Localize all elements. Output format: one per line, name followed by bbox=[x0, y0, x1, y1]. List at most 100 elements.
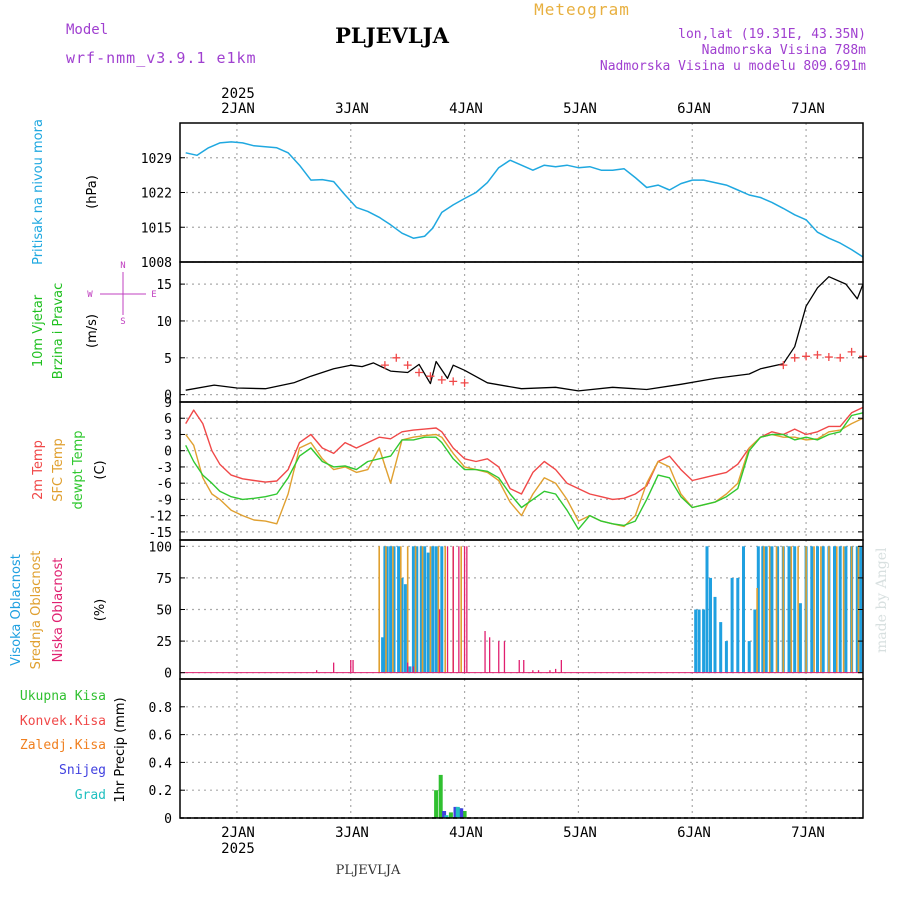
cloud-low-bar bbox=[438, 609, 441, 673]
cloud-unit: (%) bbox=[93, 599, 108, 622]
cloud-mid-bar bbox=[763, 546, 765, 673]
precip-legend-graupel: Grad bbox=[75, 788, 106, 803]
bottom-tick-3jan: 3JAN bbox=[335, 825, 369, 841]
pressure-unit: (hPa) bbox=[85, 175, 100, 209]
panel-frame bbox=[179, 261, 864, 403]
cloud-low-bar bbox=[446, 546, 449, 673]
wind-gust-marker bbox=[824, 353, 833, 362]
y-tick-label: 75 bbox=[156, 572, 172, 587]
precip-unit: 1hr Precip (mm) bbox=[113, 697, 128, 802]
cloud-high-bar bbox=[415, 546, 419, 673]
station-title: PLJEVLJA bbox=[335, 23, 449, 48]
precip-legend-total: Ukupna Kisa bbox=[20, 689, 106, 704]
y-tick-label: 0 bbox=[164, 445, 172, 460]
cloud-high-bar bbox=[713, 596, 717, 673]
bottom-tick-5jan: 5JAN bbox=[563, 825, 597, 841]
cloud-low-bar bbox=[532, 670, 534, 673]
bottom-year-label: 2025 bbox=[221, 841, 255, 857]
cloud-mid-bar bbox=[406, 546, 409, 673]
top-tick-7jan: 7JAN bbox=[791, 101, 825, 117]
y-tick-label: 0.8 bbox=[149, 701, 172, 716]
cloud-mid-bar bbox=[437, 546, 440, 673]
wind-title-line1: 10m Vjetar bbox=[31, 294, 46, 367]
y-tick-label: 0.2 bbox=[149, 784, 172, 799]
precip-total-bar bbox=[438, 774, 443, 818]
compass-south: S bbox=[120, 317, 125, 327]
top-tick-3jan: 3JAN bbox=[335, 101, 369, 117]
cloud-low-bar bbox=[466, 546, 468, 673]
y-tick-label: -6 bbox=[156, 477, 172, 492]
temp-title-dewpt: dewpt Temp bbox=[71, 430, 86, 509]
cloud-mid-bar bbox=[392, 546, 394, 673]
cloud-low-bar bbox=[537, 670, 540, 673]
cloud-high-bar bbox=[709, 577, 712, 673]
cloud-mid-bar bbox=[797, 546, 799, 673]
cloud-low-bar bbox=[498, 641, 500, 673]
temp-dewpt-line bbox=[185, 412, 864, 530]
y-tick-label: 50 bbox=[156, 604, 172, 619]
cloud-low-bar bbox=[458, 546, 460, 673]
cloud-high-bar bbox=[776, 546, 780, 673]
panel-frame bbox=[179, 678, 864, 819]
wind-gust-marker bbox=[426, 372, 435, 381]
cloud-high-bar bbox=[385, 546, 389, 673]
cloud-high-bar bbox=[730, 577, 734, 673]
precip-total-bar bbox=[434, 790, 439, 818]
cloud-high-bar bbox=[426, 552, 430, 673]
cloud-title-mid: Srednja Oblacnost bbox=[29, 551, 44, 670]
temp-unit: (C) bbox=[93, 460, 108, 479]
wind-gust-marker bbox=[403, 361, 412, 370]
cloud-mid-bar bbox=[790, 546, 793, 673]
cloud-low-bar bbox=[412, 666, 414, 673]
wind-gust-marker bbox=[392, 353, 401, 362]
cloud-high-bar bbox=[736, 577, 740, 673]
cloud-high-bar bbox=[389, 546, 393, 673]
cloud-high-bar bbox=[419, 546, 423, 673]
y-tick-label: -9 bbox=[156, 493, 172, 508]
grid-layer bbox=[180, 123, 863, 819]
wind-compass: N E S W bbox=[87, 261, 156, 327]
product-title: Meteogram bbox=[534, 0, 630, 19]
cloud-mid-bar bbox=[805, 546, 807, 673]
cloud-low-bar bbox=[549, 670, 551, 673]
y-tick-label: 100 bbox=[149, 540, 172, 555]
cloud-high-bar bbox=[816, 546, 819, 673]
precip-total-bar bbox=[462, 811, 467, 818]
cloud-low-bar bbox=[407, 662, 409, 673]
cloud-high-bar bbox=[397, 546, 401, 673]
cloud-mid-bar bbox=[828, 546, 830, 673]
cloud-low-bar bbox=[484, 631, 486, 673]
precip-legend-conv: Konvek.Kisa bbox=[20, 714, 106, 729]
precip-graupel-bar bbox=[455, 806, 460, 818]
cloud-mid-bar bbox=[768, 546, 771, 673]
wind-gust-marker bbox=[790, 353, 799, 362]
top-tick-2jan: 2JAN bbox=[221, 101, 255, 117]
y-tick-label: 6 bbox=[164, 412, 172, 427]
cloud-mid-bar bbox=[378, 546, 380, 673]
wind-gust-marker bbox=[437, 375, 446, 384]
wind-gust-marker bbox=[380, 361, 389, 370]
cloud-high-bar bbox=[833, 546, 836, 673]
precip-snow-bar bbox=[453, 806, 458, 818]
cloud-low-bar bbox=[350, 660, 352, 673]
y-tick-label: -3 bbox=[156, 461, 172, 476]
cloud-mid-bar bbox=[460, 546, 462, 673]
cloud-high-bar bbox=[440, 546, 444, 673]
cloud-low-bar bbox=[503, 641, 506, 673]
marks-layer bbox=[180, 141, 867, 819]
cloud-high-bar bbox=[756, 546, 760, 673]
y-tick-label: 15 bbox=[156, 278, 172, 293]
precip-legend-snow: Snijeg bbox=[59, 763, 106, 778]
y-tick-label: 10 bbox=[156, 315, 172, 330]
cloud-mid-bar bbox=[850, 546, 853, 673]
pressure-line bbox=[185, 141, 864, 258]
y-tick-label: 3 bbox=[164, 428, 172, 443]
cloud-mid-bar bbox=[421, 546, 424, 673]
cloud-mid-bar bbox=[756, 588, 758, 673]
cloud-high-bar bbox=[787, 546, 791, 673]
y-tick-label: 5 bbox=[164, 352, 172, 367]
cloud-high-bar bbox=[423, 546, 427, 673]
compass-east: E bbox=[151, 290, 156, 300]
elevation-text: Nadmorska Visina 788m bbox=[702, 43, 867, 58]
